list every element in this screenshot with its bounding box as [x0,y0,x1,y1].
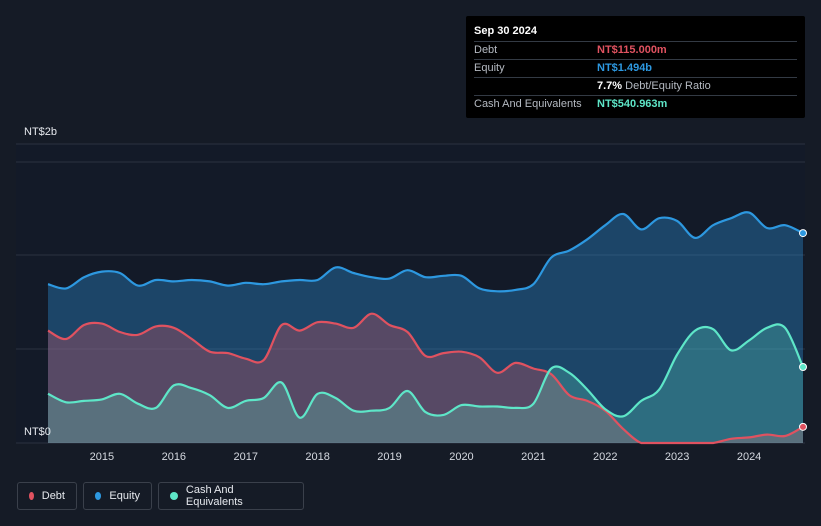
chart-series-endpoints [799,229,807,431]
line-cash-and-equivalents [47,323,805,419]
tooltip-row-equity: Equity NT$1.494b [474,59,797,77]
x-tick-label: 2021 [521,451,545,463]
legend-item-debt[interactable]: Debt [17,482,77,510]
y-axis-bottom-label: NT$0 [24,426,51,438]
tooltip-value-ratio: 7.7% [597,80,623,92]
tooltip-ratio-caption: Debt/Equity Ratio [625,80,711,92]
x-tick-label: 2017 [233,451,257,463]
endpoint-debt [799,422,807,431]
tooltip-row-debt: Debt NT$115.000m [474,41,797,59]
tooltip-label: Equity [474,62,505,74]
endpoint-equity [799,229,807,238]
line-equity [47,211,804,293]
tooltip-row-ratio: 7.7% Debt/Equity Ratio [474,77,797,95]
endpoint-cash-and-equivalents [799,362,807,371]
tooltip-label: Debt [474,44,498,56]
x-tick-label: 2022 [593,451,617,463]
tooltip-label [474,78,597,95]
x-tick-label: 2019 [377,451,401,463]
tooltip-row-cash: Cash And Equivalents NT$540.963m [474,95,797,113]
legend-label: Cash And Equivalents [185,484,243,508]
area-equity [48,212,803,443]
x-tick-label: 2016 [162,451,186,463]
x-tick-label: 2015 [90,451,114,463]
legend-item-cash[interactable]: Cash And Equivalents [158,482,304,510]
x-tick-label: 2023 [665,451,689,463]
x-tick-label: 2020 [449,451,473,463]
tooltip-value-cash: NT$540.963m [597,98,668,110]
line-debt [47,312,804,445]
legend-label: Debt [41,490,65,502]
x-axis-ticks: 2015 2016 2017 2018 2019 2020 2021 2022 2023 2024 [90,451,762,463]
area-debt [48,313,803,443]
chart-series-lines [47,211,805,445]
chart-series-areas [48,212,803,443]
legend-dot-icon [170,492,178,500]
legend-dot-icon [29,492,34,500]
tooltip-date: Sep 30 2024 [474,25,537,37]
tooltip-value-debt: NT$115.000m [597,44,667,56]
data-tooltip: Sep 30 2024 Debt NT$115.000m Equity NT$1… [466,16,805,118]
area-cash-and-equivalents [48,324,803,443]
y-axis-top-label: NT$2b [24,126,57,138]
tooltip-label: Cash And Equivalents [474,98,582,110]
legend-label: Equity [109,490,140,502]
legend-item-equity[interactable]: Equity [83,482,152,510]
tooltip-value-equity: NT$1.494b [597,62,653,74]
legend-dot-icon [95,492,102,500]
x-tick-label: 2018 [305,451,329,463]
x-tick-label: 2024 [737,451,761,463]
